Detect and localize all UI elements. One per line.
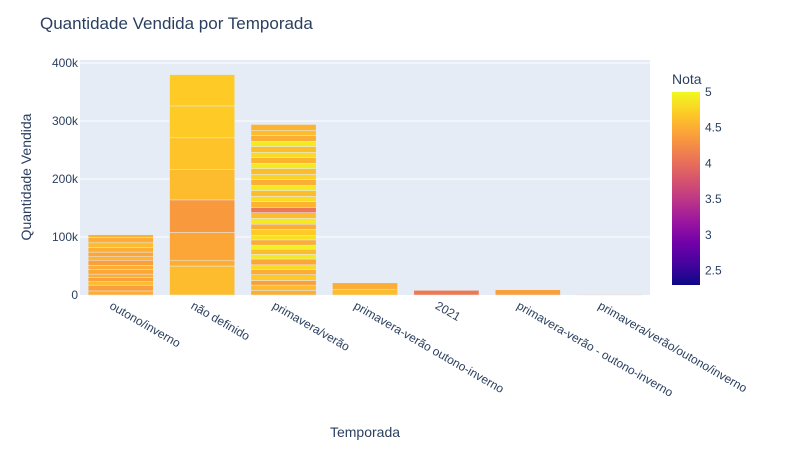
- bar-segment: [250, 185, 317, 191]
- bar-segment: [250, 264, 317, 270]
- bar-segment: [250, 174, 317, 180]
- x-axis-title: Temporada: [330, 424, 400, 440]
- bar-segment: [250, 254, 317, 260]
- colorbar-tick-labels: 2.5 3 3.5 4 4.5 5: [705, 85, 722, 278]
- colorbar: [672, 92, 700, 285]
- x-tick-label: 2021: [433, 298, 463, 324]
- bar-segment: [87, 247, 154, 253]
- bar-segment: [169, 137, 235, 170]
- bar-segment: [87, 281, 154, 286]
- bar-segment: [250, 235, 317, 241]
- x-tick-label: primavera-verão - outono-inverno: [514, 298, 676, 399]
- bar-segment: [169, 169, 235, 201]
- bar-segment: [250, 269, 317, 275]
- bar-segment: [169, 265, 235, 296]
- bar-segment: [576, 293, 643, 296]
- plot-background: [80, 60, 650, 295]
- x-tick-label: primavera-verão outono-inverno: [352, 298, 507, 396]
- bar-segment: [250, 179, 317, 186]
- bar-segment: [250, 168, 317, 175]
- colorbar-tick-label: 5: [705, 85, 712, 99]
- x-tick-label: primavera/verão/outono/inverno: [596, 298, 750, 395]
- y-tick-labels: 0 100k 200k 300k 400k: [52, 56, 79, 302]
- bar-segment: [250, 218, 317, 225]
- y-tick-label: 100k: [52, 230, 79, 244]
- colorbar-tick-label: 4: [705, 156, 712, 170]
- bar-segment: [250, 135, 317, 142]
- colorbar-tick-label: 3.5: [705, 192, 722, 206]
- x-tick-label: primavera/verão: [270, 298, 352, 354]
- bar-segment: [250, 190, 317, 197]
- bar-segment: [87, 277, 154, 282]
- bar-segment: [250, 274, 317, 281]
- bar-segment: [250, 244, 317, 250]
- bar-segment: [250, 157, 317, 164]
- bar-segment: [250, 163, 317, 169]
- bar-segment: [87, 290, 154, 296]
- bar-segment: [250, 196, 317, 202]
- bar-segment: [413, 290, 480, 296]
- bar-segment: [250, 258, 317, 266]
- bar-segment: [250, 141, 317, 147]
- bar-segment: [87, 237, 154, 244]
- chart-title: Quantidade Vendida por Temporada: [40, 14, 313, 33]
- bar-segment: [250, 239, 317, 246]
- bar-segment: [250, 248, 317, 255]
- bar-segment: [250, 284, 317, 291]
- bar-segment: [250, 146, 317, 153]
- bar-segment: [250, 280, 317, 286]
- bar-segment: [87, 259, 154, 266]
- bar-segment: [87, 256, 154, 261]
- bar-segment: [87, 265, 154, 270]
- y-tick-label: 300k: [52, 114, 79, 128]
- bar-segment: [169, 74, 235, 107]
- y-tick-label: 400k: [52, 56, 79, 70]
- bar-segment: [250, 229, 317, 236]
- colorbar-tick-label: 4.5: [705, 121, 722, 135]
- bar-segment: [87, 269, 154, 275]
- colorbar-title: Nota: [672, 71, 702, 87]
- bar-segment: [87, 251, 154, 257]
- bar-segment: [250, 290, 317, 296]
- y-tick-label: 200k: [52, 172, 79, 186]
- x-tick-labels: outono/inverno não definido primavera/verã…: [107, 298, 750, 399]
- x-tick-label: não definido: [189, 298, 253, 343]
- y-tick-label: 0: [71, 288, 78, 302]
- colorbar-tick-label: 2.5: [705, 264, 722, 278]
- bar-segment: [169, 259, 235, 267]
- bar-segment: [250, 223, 317, 230]
- bar-segment: [169, 199, 235, 233]
- bar-segment: [250, 201, 317, 208]
- bar-segment: [250, 124, 317, 131]
- bar-segment: [250, 207, 317, 213]
- x-tick-label: outono/inverno: [107, 298, 183, 350]
- bars: [87, 74, 643, 296]
- bar-segment: [169, 232, 235, 261]
- bar-segment: [169, 105, 235, 139]
- bar-segment: [332, 282, 398, 290]
- y-axis-title: Quantidade Vendida: [18, 113, 34, 240]
- bar-segment: [87, 284, 154, 292]
- bar-segment: [87, 273, 154, 278]
- bar-segment: [250, 152, 317, 158]
- bar-segment: [332, 288, 398, 296]
- bar-segment: [495, 289, 561, 296]
- bar-segment: [87, 242, 154, 248]
- colorbar-tick-label: 3: [705, 228, 712, 242]
- bar-segment: [250, 212, 317, 219]
- bar-segment: [87, 234, 154, 238]
- bar-segment: [250, 130, 317, 136]
